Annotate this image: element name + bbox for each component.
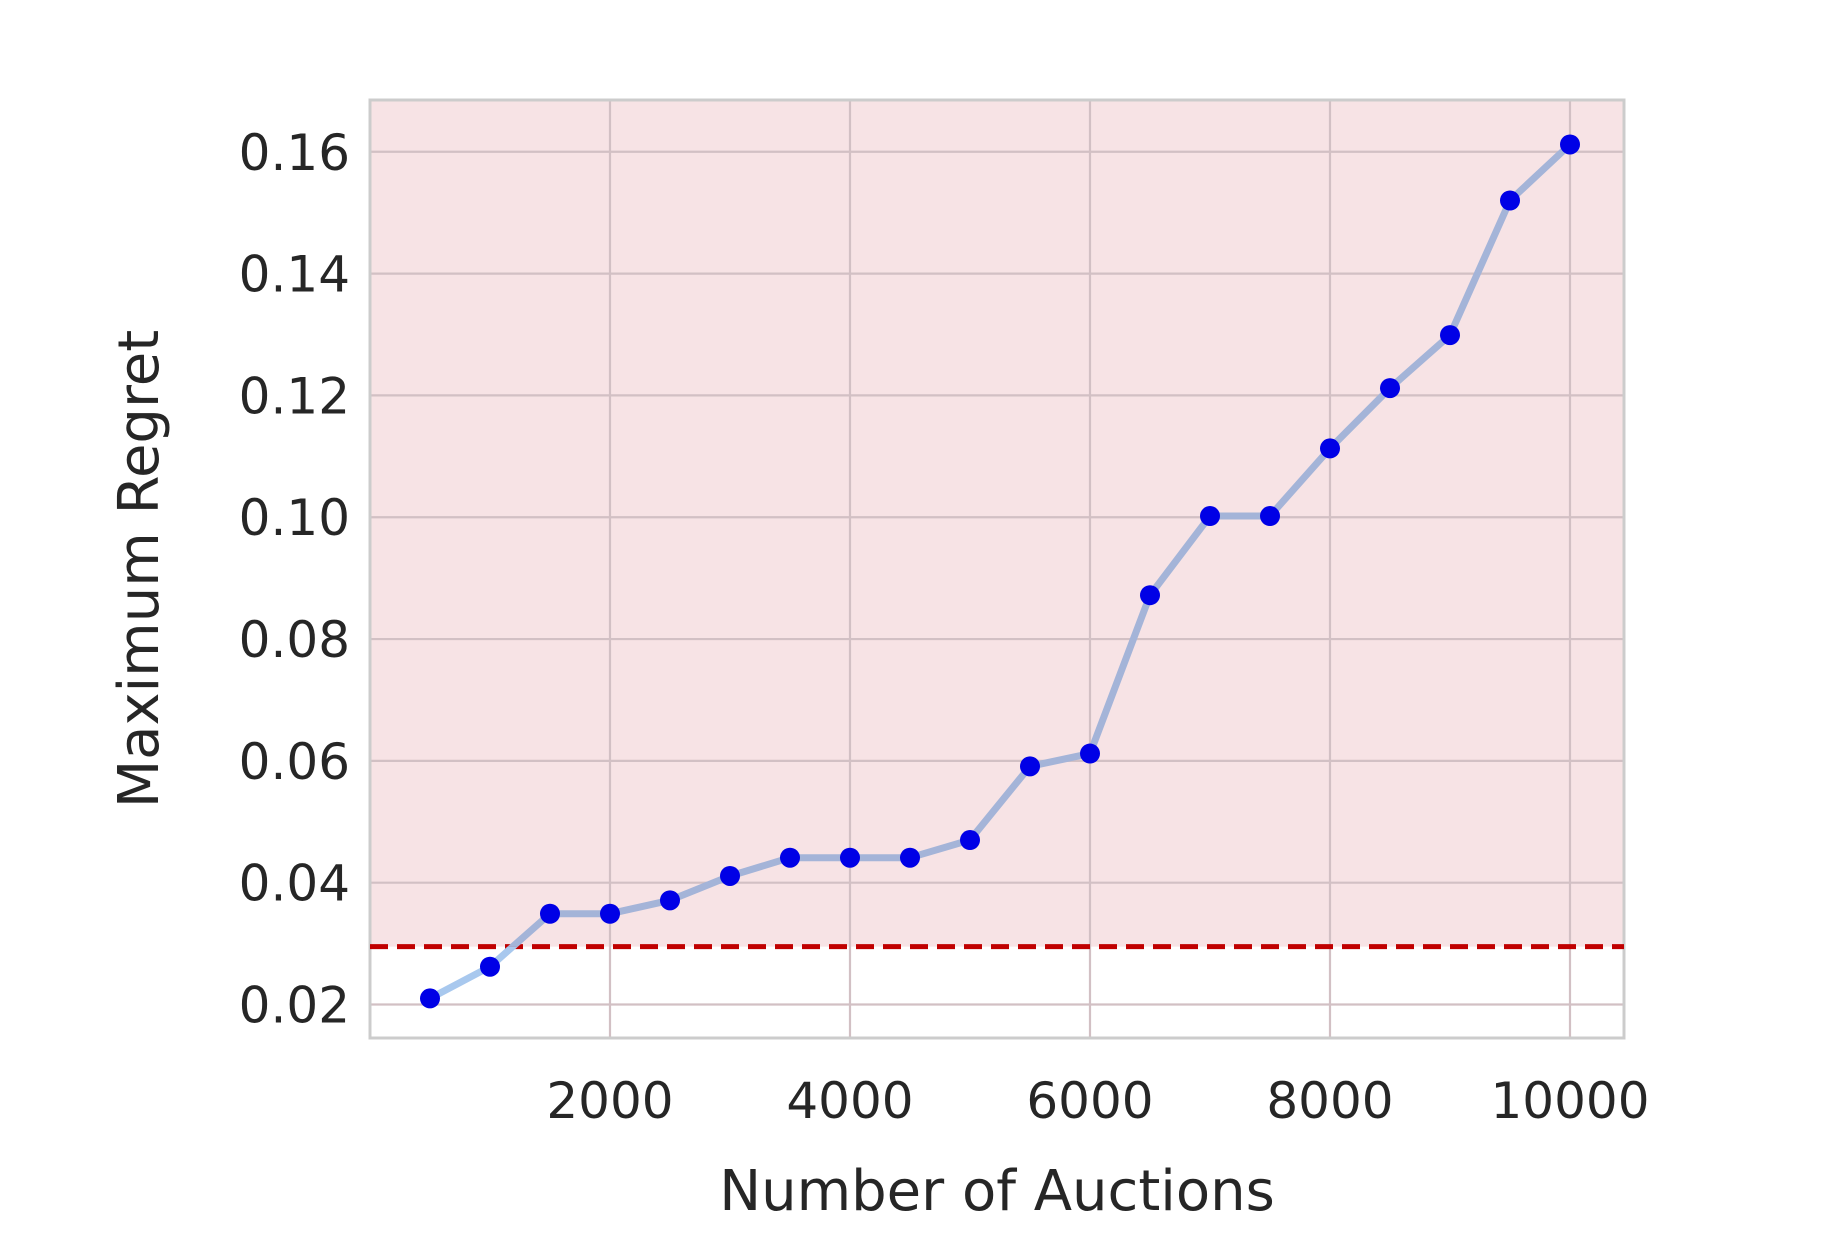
y-tick-label: 0.06: [239, 733, 350, 791]
series-line-above-threshold: [507, 141, 1574, 947]
x-tick-label: 4000: [786, 1072, 913, 1130]
data-point: [1020, 756, 1040, 777]
y-tick-label: 0.08: [239, 611, 350, 669]
data-point: [1440, 325, 1460, 346]
data-point: [1080, 743, 1100, 764]
series-line: [426, 141, 1574, 1002]
y-axis-label: Maximum Regret: [107, 330, 172, 808]
x-tick-label: 10000: [1490, 1072, 1649, 1130]
data-point: [1320, 438, 1340, 459]
data-point: [600, 903, 620, 924]
y-tick-label: 0.16: [239, 124, 350, 182]
x-axis-label: Number of Auctions: [719, 1159, 1275, 1224]
y-tick-label: 0.12: [239, 367, 350, 425]
data-point: [540, 903, 560, 924]
y-tick-label: 0.14: [239, 246, 350, 304]
x-tick-labels: 2000 4000 6000 8000 10000: [546, 1072, 1649, 1130]
data-point: [720, 865, 740, 886]
grid: [370, 100, 1624, 1038]
plot-frame: [368, 98, 1626, 1040]
y-tick-label: 0.04: [239, 855, 350, 913]
data-point: [660, 890, 680, 911]
data-point: [480, 956, 500, 977]
x-tick-label: 2000: [546, 1072, 673, 1130]
data-point: [1260, 506, 1280, 527]
data-point: [960, 830, 980, 851]
series-markers: [420, 134, 1580, 1009]
threshold-shaded-region: [370, 100, 1624, 947]
y-tick-labels: 0.02 0.04 0.06 0.08 0.10 0.12 0.14 0.16: [239, 124, 350, 1035]
x-tick-label: 8000: [1266, 1072, 1393, 1130]
data-point: [780, 847, 800, 868]
data-point: [420, 988, 440, 1009]
x-tick-label: 6000: [1026, 1072, 1153, 1130]
data-point: [840, 847, 860, 868]
data-point: [1560, 134, 1580, 155]
data-point: [900, 847, 920, 868]
data-point: [1200, 506, 1220, 527]
y-tick-label: 0.10: [239, 489, 350, 547]
y-tick-label: 0.02: [239, 977, 350, 1035]
data-point: [1380, 378, 1400, 399]
data-point: [1500, 190, 1520, 211]
data-point: [1140, 585, 1160, 606]
